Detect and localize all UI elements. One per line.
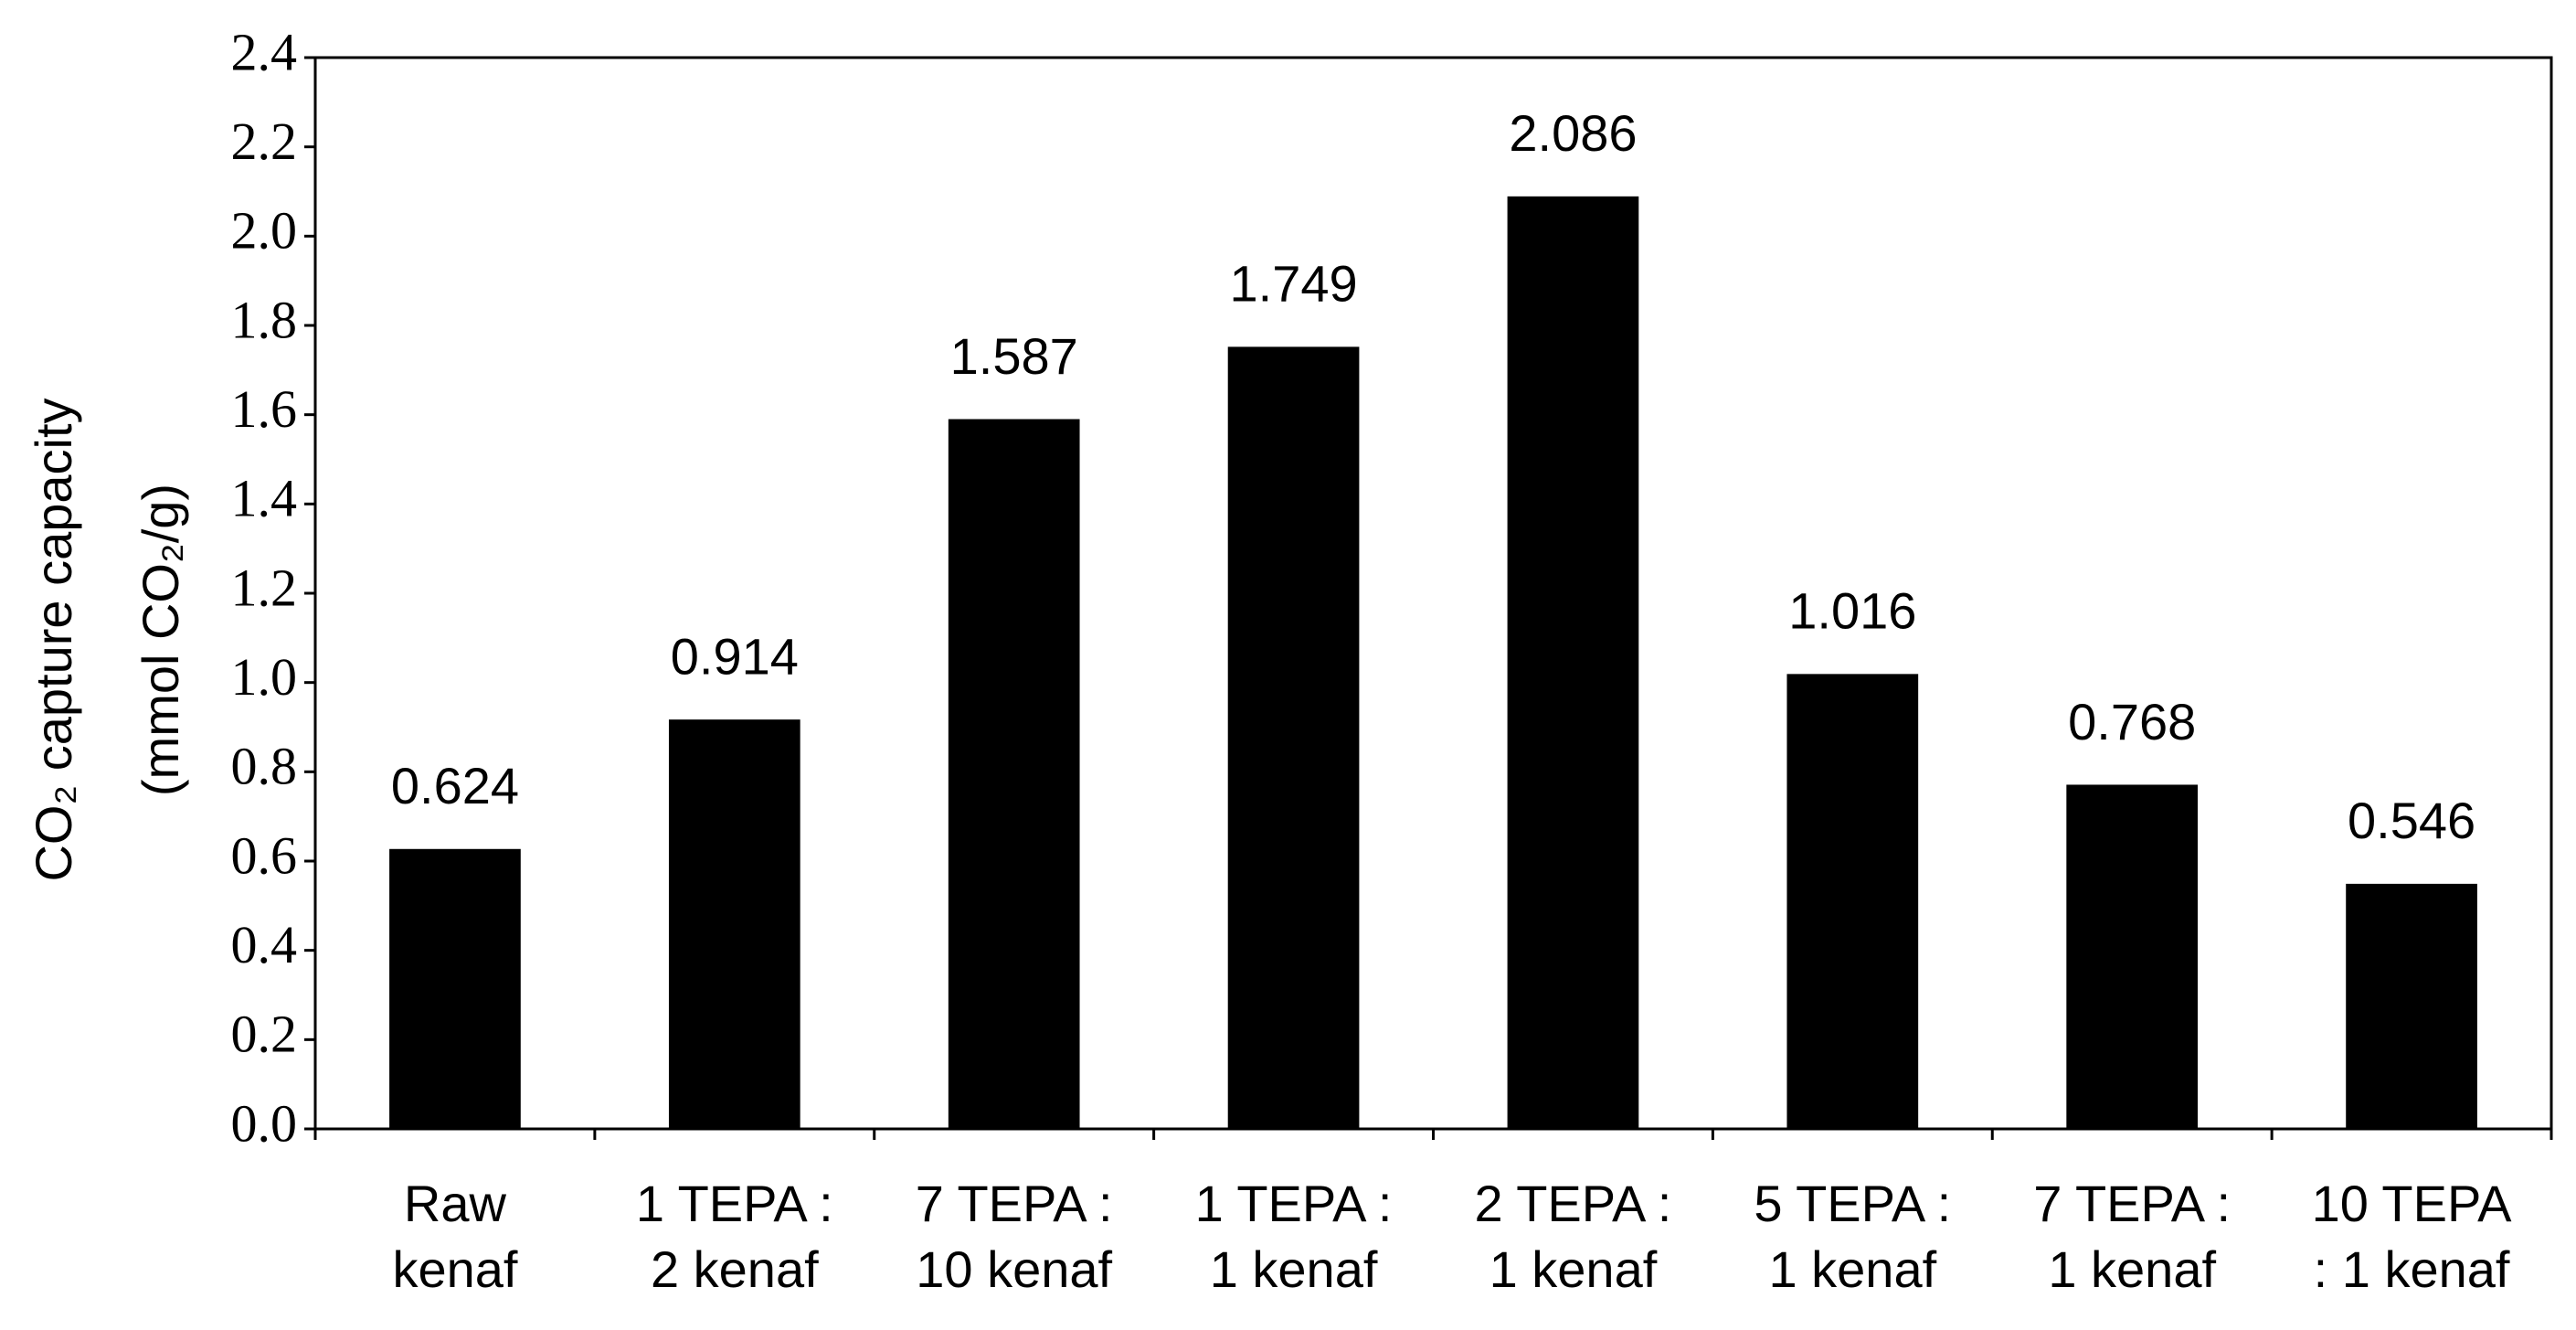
y-tick-label: 0.6 <box>231 825 298 885</box>
x-tick-label: 7 TEPA : <box>916 1175 1113 1232</box>
value-label: 2.086 <box>1509 104 1637 162</box>
x-tick-label: 1 TEPA : <box>1195 1175 1393 1232</box>
y-tick-label: 0.8 <box>231 737 298 796</box>
x-tick-label: 2 kenaf <box>651 1240 819 1298</box>
value-label: 0.546 <box>2348 792 2475 849</box>
y-tick-label: 0.0 <box>231 1093 298 1153</box>
value-label: 0.914 <box>671 627 799 685</box>
y-tick-label: 2.4 <box>231 22 298 81</box>
x-tick-label: 10 TEPA <box>2312 1175 2513 1232</box>
x-tick-label: Raw <box>404 1175 507 1232</box>
y-tick-label: 1.4 <box>231 469 298 528</box>
bar <box>389 848 521 1131</box>
value-label: 1.749 <box>1229 255 1357 313</box>
y-tick-label: 0.2 <box>231 1005 298 1064</box>
value-label: 0.768 <box>2068 693 2196 750</box>
plot-frame <box>313 56 2553 1131</box>
bar <box>2066 784 2199 1131</box>
y-tick-label: 1.2 <box>231 558 298 617</box>
y-axis-title-group: CO₂ capture capacity <box>25 398 82 881</box>
value-label: 1.016 <box>1788 582 1916 640</box>
bar <box>1507 196 1639 1131</box>
y-tick-label: 0.4 <box>231 915 298 974</box>
bar <box>948 419 1080 1131</box>
bar <box>668 719 800 1131</box>
value-label: 1.587 <box>950 327 1078 385</box>
x-tick-label: 2 TEPA : <box>1475 1175 1672 1232</box>
x-tick-label: 1 kenaf <box>1768 1240 1936 1298</box>
x-tick-label: 7 TEPA : <box>2033 1175 2231 1232</box>
y-tick-label: 1.0 <box>231 647 298 707</box>
x-tick-label: 5 TEPA : <box>1754 1175 1951 1232</box>
bar <box>2346 883 2477 1131</box>
y-tick-label: 1.6 <box>231 379 298 439</box>
x-tick-label: : 1 kenaf <box>2314 1240 2510 1298</box>
y-tick-label: 1.8 <box>231 290 298 349</box>
x-tick-label: 1 TEPA : <box>636 1175 833 1232</box>
y-tick-label: 2.2 <box>231 112 298 171</box>
x-tick-label: 10 kenaf <box>916 1240 1112 1298</box>
x-tick-label: 1 kenaf <box>1210 1240 1378 1298</box>
bar <box>1786 674 1919 1131</box>
bar <box>1227 346 1360 1131</box>
y-axis-title: CO₂ capture capacity <box>25 398 82 881</box>
y-axis-title: (mmol CO₂/g) <box>132 484 189 796</box>
x-tick-label: kenaf <box>392 1240 517 1298</box>
y-axis-title-group: (mmol CO₂/g) <box>132 484 189 796</box>
x-tick-label: 1 kenaf <box>1489 1240 1658 1298</box>
y-tick-label: 2.0 <box>231 201 298 261</box>
x-tick-label: 1 kenaf <box>2048 1240 2216 1298</box>
value-label: 0.624 <box>391 757 519 814</box>
